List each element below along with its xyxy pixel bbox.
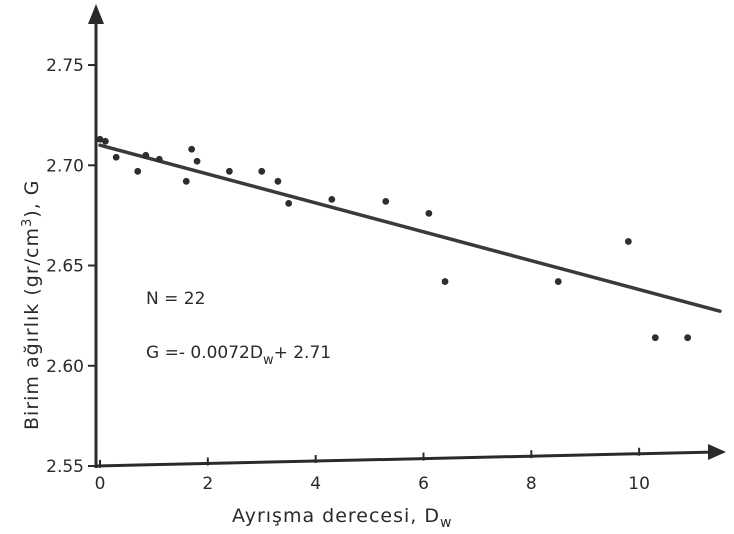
regression-line xyxy=(98,143,722,313)
data-points xyxy=(96,135,692,342)
x-axis-line xyxy=(95,450,717,468)
x-tick-label: 8 xyxy=(526,474,537,494)
fit-line-group xyxy=(98,143,722,313)
data-point xyxy=(101,137,109,145)
data-point xyxy=(554,278,562,285)
x-axis-title-main: Ayrışma derecesi, D xyxy=(232,505,440,527)
data-point xyxy=(274,177,282,185)
y-axis-title-sup: 3 xyxy=(20,218,35,227)
data-point xyxy=(684,334,692,342)
x-tick-label: 2 xyxy=(202,474,213,494)
data-point xyxy=(441,278,449,285)
y-tick-label: 2.70 xyxy=(46,156,84,176)
x-axis-title: Ayrışma derecesi, Dw xyxy=(232,505,452,531)
data-point xyxy=(225,167,233,175)
y-axis-arrow xyxy=(88,4,104,24)
data-point xyxy=(258,167,266,175)
data-point xyxy=(624,238,632,245)
data-point xyxy=(142,151,150,159)
x-ticks: 0 2 4 6 8 10 xyxy=(95,447,650,494)
equation-main: G =- 0.0072D xyxy=(146,343,263,363)
y-axis-title-main: Birim ağırlık (gr/cm xyxy=(21,227,43,430)
data-point xyxy=(382,197,390,205)
data-point xyxy=(425,210,433,217)
equation-annotation: G =- 0.0072Dw+ 2.71 xyxy=(146,343,331,368)
data-point xyxy=(96,135,104,143)
y-tick-label: 2.75 xyxy=(46,56,84,76)
data-point xyxy=(188,145,196,153)
equation-sub: w xyxy=(263,353,274,368)
y-tick-label: 2.55 xyxy=(46,457,84,477)
data-point xyxy=(328,195,336,203)
data-point xyxy=(112,153,120,161)
x-axis-title-sub: w xyxy=(440,515,452,531)
x-tick-label: 6 xyxy=(418,474,429,494)
y-axis-title-tail: ), G xyxy=(21,180,43,218)
data-point xyxy=(134,167,142,175)
data-point xyxy=(182,177,190,185)
equation-tail: + 2.71 xyxy=(274,343,332,363)
y-tick-label: 2.60 xyxy=(46,357,84,377)
y-axis-title: Birim ağırlık (gr/cm3), G xyxy=(20,180,43,431)
x-axis-arrow xyxy=(708,444,726,460)
n-annotation: N = 22 xyxy=(146,289,205,309)
y-tick-label: 2.65 xyxy=(46,257,84,277)
x-tick-label: 4 xyxy=(310,474,321,494)
x-tick-label: 0 xyxy=(95,474,106,494)
data-point xyxy=(155,155,163,163)
axes xyxy=(88,4,726,468)
data-point xyxy=(285,199,293,207)
y-ticks: 2.55 2.60 2.65 2.70 2.75 xyxy=(46,56,96,477)
data-point xyxy=(651,334,659,342)
x-tick-label: 10 xyxy=(628,474,650,494)
data-point xyxy=(193,157,201,165)
